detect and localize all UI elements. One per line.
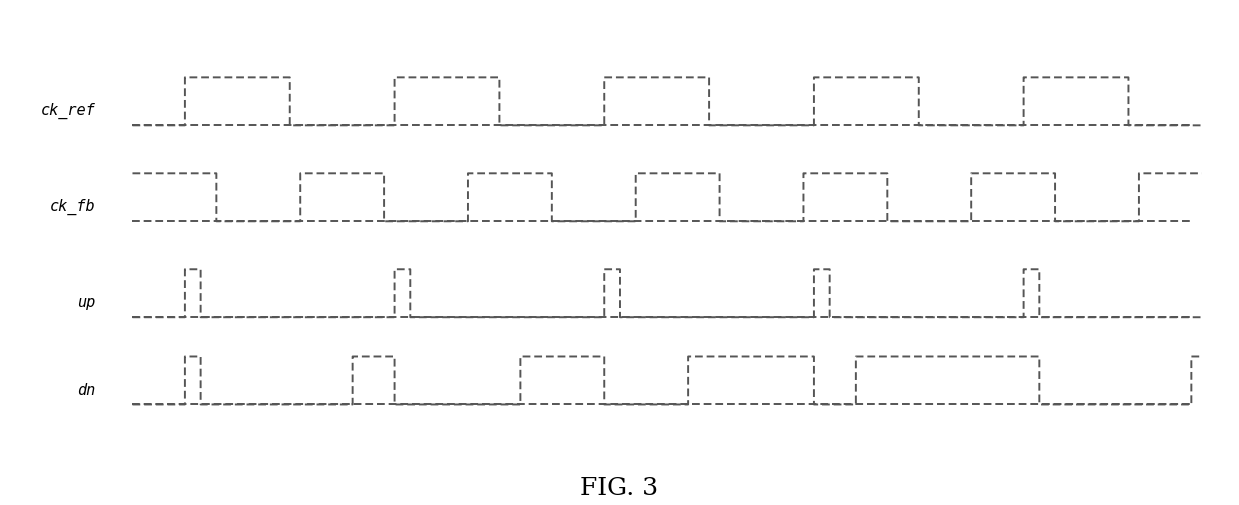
- Text: dn: dn: [78, 383, 95, 397]
- Text: ck_ref: ck_ref: [41, 103, 95, 119]
- Text: up: up: [78, 295, 95, 311]
- Text: FIG. 3: FIG. 3: [580, 477, 659, 500]
- Text: ck_fb: ck_fb: [50, 199, 95, 215]
